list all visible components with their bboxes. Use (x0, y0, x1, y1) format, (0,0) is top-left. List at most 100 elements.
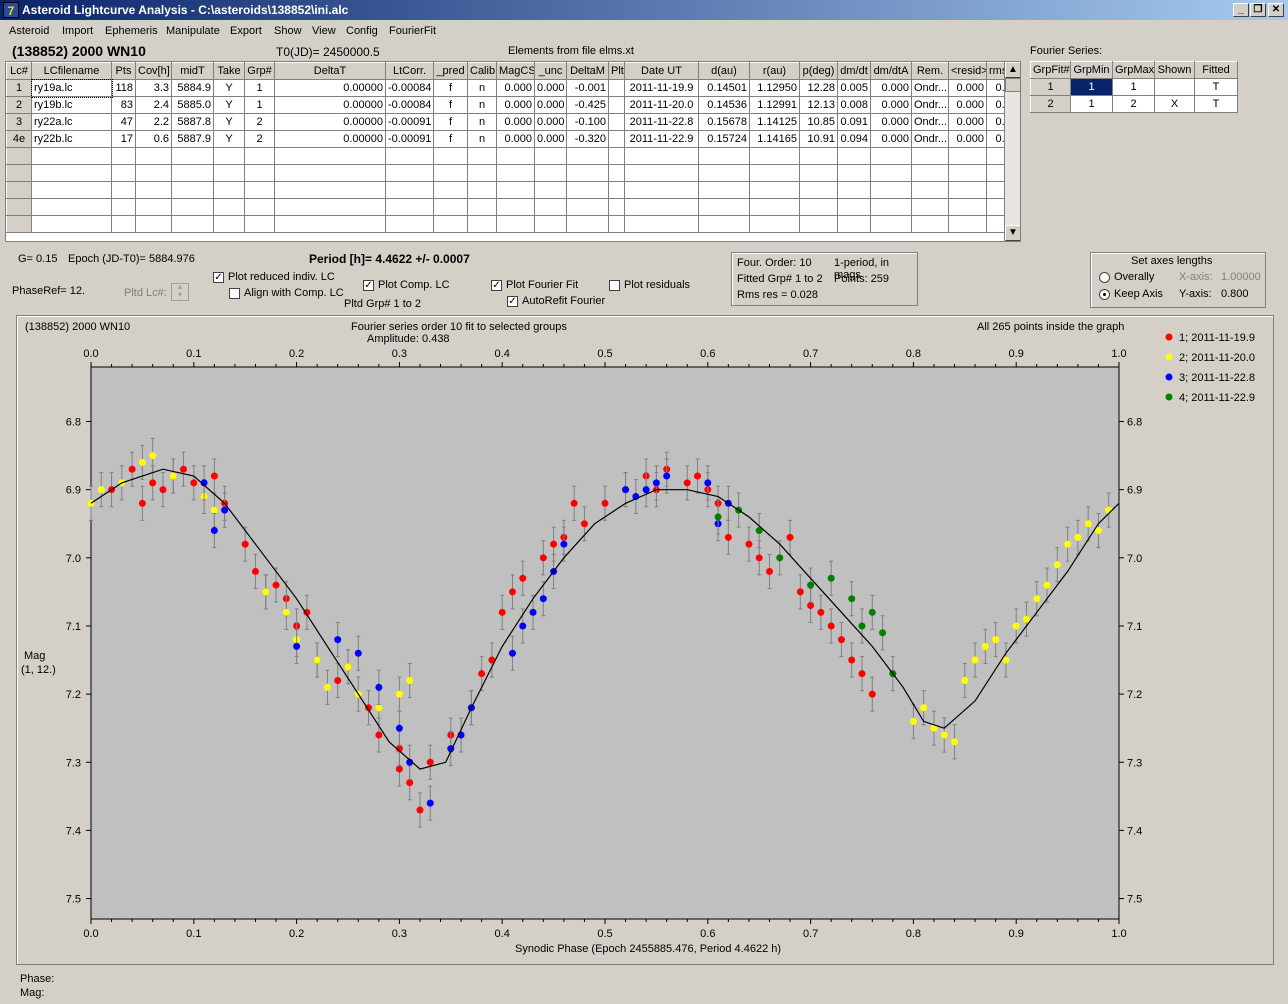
table-cell[interactable] (496, 215, 535, 233)
table-cell[interactable]: 0.000 (948, 79, 987, 97)
table-row[interactable] (6, 198, 1020, 216)
table-cell[interactable]: 2011-11-19.9 (624, 79, 699, 97)
table-cell[interactable]: 0.000 (534, 113, 567, 131)
table-cell[interactable] (911, 215, 949, 233)
table-cell[interactable]: 0.000 (948, 113, 987, 131)
table-cell[interactable] (135, 147, 172, 165)
table-cell[interactable] (837, 147, 871, 165)
lc-col-header[interactable]: DeltaT (274, 62, 386, 80)
lc-col-header[interactable]: DeltaM (566, 62, 609, 80)
table-cell[interactable]: 0.000 (534, 79, 567, 97)
table-cell[interactable] (948, 164, 987, 182)
table-cell[interactable]: 0.6 (135, 130, 172, 148)
table-cell[interactable]: 0.15724 (698, 130, 750, 148)
fourier-cell[interactable]: T (1194, 95, 1238, 113)
table-cell[interactable] (911, 164, 949, 182)
table-cell[interactable]: 0.000 (534, 130, 567, 148)
table-cell[interactable]: -0.00084 (385, 79, 434, 97)
table-cell[interactable]: n (467, 113, 497, 131)
table-cell[interactable]: 5887.9 (171, 130, 214, 148)
table-cell[interactable]: 12.13 (799, 96, 838, 114)
table-cell[interactable] (244, 164, 275, 182)
table-cell[interactable] (244, 147, 275, 165)
table-cell[interactable]: 0.000 (870, 79, 912, 97)
table-cell[interactable]: 0.000 (534, 96, 567, 114)
table-cell[interactable] (31, 215, 112, 233)
lightcurve-chart[interactable]: 0.0 0.0 0.1 0.1 0.2 0.2 0.3 0.3 0.4 0.4 0.5 0.5 0.6 0… (17, 316, 1273, 964)
table-cell[interactable] (467, 181, 497, 199)
table-cell[interactable]: ry19a.lc (30, 78, 113, 98)
keep-axis-radio[interactable]: Keep Axis (1099, 288, 1163, 300)
table-cell[interactable] (911, 181, 949, 199)
table-cell[interactable] (171, 198, 214, 216)
table-cell[interactable] (870, 181, 912, 199)
table-cell[interactable]: ry22b.lc (31, 130, 112, 148)
table-cell[interactable]: 0.00000 (274, 79, 386, 97)
row-header[interactable]: 2 (6, 96, 32, 114)
menu-fourierfit[interactable]: FourierFit (389, 25, 437, 37)
table-cell[interactable]: -0.00091 (385, 130, 434, 148)
table-cell[interactable]: 0.000 (496, 130, 535, 148)
table-cell[interactable] (496, 147, 535, 165)
table-cell[interactable]: Ondr... (911, 79, 949, 97)
menu-view[interactable]: View (312, 25, 336, 37)
lc-col-header[interactable]: MagCS (496, 62, 535, 80)
table-cell[interactable]: 12.28 (799, 79, 838, 97)
table-row[interactable]: 1 ry19a.lc 118 3.3 5884.9 Y 1 0.00000 -0.00084 f n… (6, 78, 1020, 98)
table-cell[interactable]: 0.000 (870, 130, 912, 148)
menu-show[interactable]: Show (274, 25, 302, 37)
table-cell[interactable] (31, 147, 112, 165)
table-cell[interactable]: f (433, 113, 468, 131)
table-cell[interactable] (433, 147, 468, 165)
table-cell[interactable] (749, 215, 800, 233)
table-cell[interactable]: 10.85 (799, 113, 838, 131)
table-row[interactable] (6, 147, 1020, 165)
fourier-cell[interactable]: 1 (1112, 78, 1155, 96)
table-cell[interactable]: Y (213, 96, 245, 114)
fourier-cell[interactable] (1154, 78, 1195, 96)
table-cell[interactable]: 2011-11-22.8 (624, 113, 699, 131)
restore-icon[interactable]: ❐ (1250, 3, 1266, 17)
table-cell[interactable] (135, 215, 172, 233)
fourier-cell[interactable]: 1 (1070, 78, 1113, 96)
table-cell[interactable]: ry22a.lc (31, 113, 112, 131)
table-cell[interactable] (534, 181, 567, 199)
fourier-row-header[interactable]: 2 (1030, 95, 1071, 113)
table-cell[interactable] (213, 198, 245, 216)
table-cell[interactable] (135, 198, 172, 216)
row-header[interactable]: 4e (6, 130, 32, 148)
table-cell[interactable] (749, 181, 800, 199)
lc-col-header[interactable]: <resid> (948, 62, 987, 80)
table-row[interactable] (6, 181, 1020, 199)
table-cell[interactable]: f (433, 130, 468, 148)
table-cell[interactable] (566, 164, 609, 182)
table-cell[interactable] (385, 164, 434, 182)
table-cell[interactable] (171, 215, 214, 233)
table-cell[interactable] (749, 164, 800, 182)
table-cell[interactable]: Ondr... (911, 113, 949, 131)
table-row[interactable] (6, 215, 1020, 233)
table-cell[interactable] (749, 198, 800, 216)
table-cell[interactable] (213, 215, 245, 233)
table-cell[interactable]: 83 (111, 96, 136, 114)
menu-asteroid[interactable]: Asteroid (9, 25, 50, 37)
fourier-cell[interactable]: T (1194, 78, 1238, 96)
table-cell[interactable]: f (433, 96, 468, 114)
row-header[interactable] (6, 198, 32, 216)
menu-manipulate[interactable]: Manipulate (166, 25, 220, 37)
table-cell[interactable] (608, 164, 625, 182)
table-cell[interactable] (698, 164, 750, 182)
fourier-col-header[interactable]: Fitted (1194, 61, 1238, 79)
table-cell[interactable]: 0.000 (948, 130, 987, 148)
table-cell[interactable] (837, 198, 871, 216)
lc-col-header[interactable]: r(au) (749, 62, 800, 80)
overally-radio[interactable]: Overally (1099, 271, 1154, 283)
table-cell[interactable]: 0.005 (837, 79, 871, 97)
table-cell[interactable] (624, 215, 699, 233)
table-cell[interactable]: 2.4 (135, 96, 172, 114)
table-cell[interactable] (799, 164, 838, 182)
table-cell[interactable] (534, 215, 567, 233)
table-cell[interactable] (467, 198, 497, 216)
table-cell[interactable] (566, 181, 609, 199)
scroll-up-icon[interactable]: ▲ (1005, 62, 1020, 78)
